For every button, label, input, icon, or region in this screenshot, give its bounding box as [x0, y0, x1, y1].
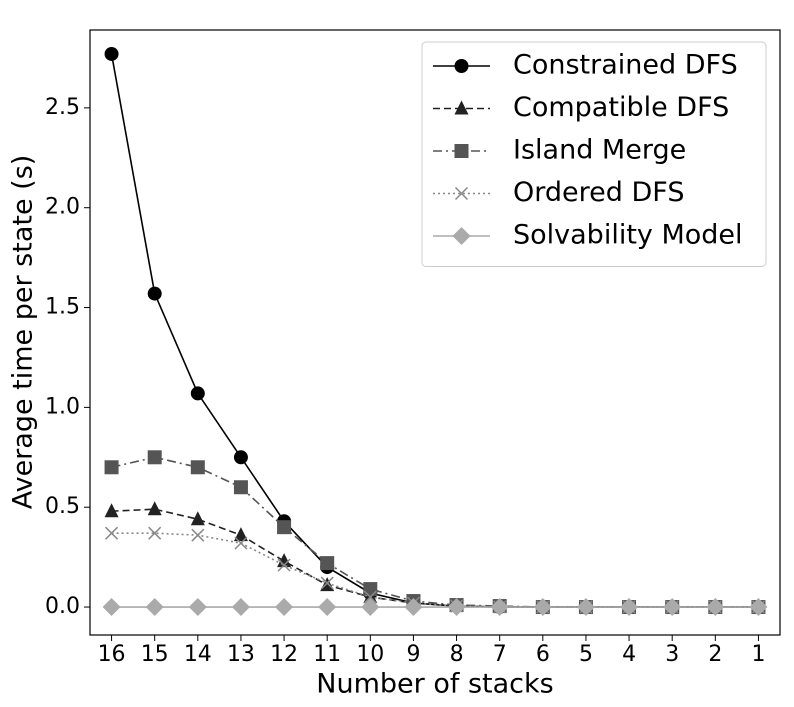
- x-tick-label: 6: [536, 642, 550, 667]
- marker: [363, 582, 378, 597]
- legend-label: Ordered DFS: [513, 177, 684, 208]
- plot-frame: [89, 29, 781, 636]
- marker: [663, 598, 682, 617]
- marker: [454, 186, 469, 201]
- marker: [104, 503, 119, 518]
- marker: [147, 501, 162, 516]
- marker: [576, 598, 595, 617]
- marker: [188, 598, 207, 617]
- marker: [233, 527, 248, 542]
- marker: [454, 59, 469, 73]
- marker: [231, 598, 250, 617]
- marker: [104, 460, 119, 475]
- marker: [234, 536, 248, 550]
- marker: [490, 598, 509, 617]
- y-tick-label: 2.0: [45, 195, 80, 220]
- series-line: [111, 508, 759, 608]
- marker: [105, 526, 119, 540]
- marker: [277, 520, 292, 535]
- marker: [233, 450, 248, 465]
- series-line: [111, 456, 759, 608]
- y-tick-label: 0.0: [45, 594, 80, 619]
- marker: [361, 598, 380, 617]
- x-tick-label: 14: [184, 642, 212, 667]
- x-tick-label: 1: [751, 642, 765, 667]
- y-tick-label: 1.5: [45, 295, 80, 320]
- legend-label: Compatible DFS: [513, 92, 729, 123]
- marker: [277, 553, 292, 568]
- x-axis-label: Number of stacks: [316, 669, 553, 700]
- marker: [191, 528, 205, 542]
- marker: [148, 526, 162, 540]
- marker: [145, 598, 164, 617]
- marker: [104, 46, 119, 61]
- y-axis-label: Average time per state (s): [8, 155, 39, 510]
- marker: [320, 576, 334, 590]
- legend-label: Island Merge: [513, 135, 686, 166]
- x-tick-label: 12: [270, 642, 298, 667]
- x-tick-label: 5: [579, 642, 593, 667]
- marker: [275, 598, 294, 617]
- marker: [190, 511, 205, 526]
- y-tick-label: 1.0: [45, 394, 80, 419]
- marker: [533, 598, 552, 617]
- x-tick-label: 2: [708, 642, 722, 667]
- x-tick-label: 15: [141, 642, 169, 667]
- marker: [452, 227, 471, 245]
- x-tick-label: 10: [356, 642, 384, 667]
- x-tick-label: 11: [313, 642, 341, 667]
- marker: [749, 598, 768, 617]
- legend-label: Constrained DFS: [513, 50, 738, 81]
- x-tick-label: 3: [665, 642, 679, 667]
- legend-label: Solvability Model: [513, 220, 743, 251]
- y-tick-label: 0.5: [45, 494, 80, 519]
- marker: [454, 144, 469, 158]
- marker: [147, 286, 162, 301]
- x-tick-label: 7: [493, 642, 507, 667]
- marker: [233, 480, 248, 495]
- x-tick-label: 9: [406, 642, 420, 667]
- y-tick-label: 2.5: [45, 95, 80, 120]
- marker: [102, 598, 121, 617]
- marker: [320, 556, 335, 571]
- series-line: [111, 532, 759, 608]
- marker: [454, 100, 469, 115]
- marker: [620, 598, 639, 617]
- x-tick-label: 13: [227, 642, 255, 667]
- marker: [190, 460, 205, 475]
- marker: [190, 386, 205, 401]
- marker: [277, 558, 291, 572]
- x-tick-label: 4: [622, 642, 636, 667]
- marker: [706, 598, 725, 617]
- marker: [447, 598, 466, 617]
- legend-frame: [421, 41, 767, 267]
- marker: [363, 590, 377, 604]
- x-tick-label: 8: [450, 642, 464, 667]
- marker: [404, 598, 423, 617]
- x-tick-label: 16: [98, 642, 126, 667]
- legend: Constrained DFS Compatible DFS Island Merg…: [421, 41, 767, 267]
- marker: [147, 450, 162, 465]
- marker: [318, 598, 337, 617]
